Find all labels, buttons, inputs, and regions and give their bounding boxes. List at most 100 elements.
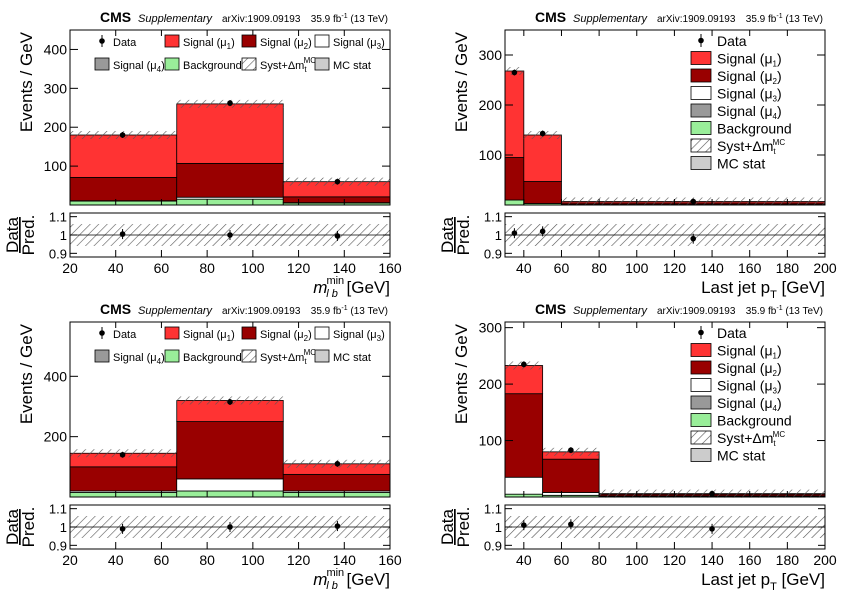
legend-label: MC stat: [333, 352, 371, 364]
legend-symbol: [691, 52, 711, 65]
xtick-label: 180: [776, 552, 800, 568]
data-point: [690, 199, 696, 205]
y-axis-label: Events / GeV: [452, 31, 471, 132]
stack-bar: [505, 394, 543, 478]
legend-label: Background: [183, 60, 242, 72]
legend-symbol: [315, 350, 329, 362]
legend-label: Signal (μ1): [717, 343, 782, 361]
legend-symbol: [691, 414, 711, 427]
stack-bar: [505, 71, 524, 158]
legend-label: Signal (μ3): [333, 37, 385, 51]
ratio-point: [120, 231, 126, 237]
legend-label: Signal (μ3): [717, 86, 782, 104]
data-point: [335, 461, 341, 467]
x-axis-label: Last jet pT [GeV]: [701, 278, 825, 301]
ratio-point: [512, 230, 518, 236]
ratio-point: [540, 229, 546, 235]
legend-symbol: [99, 330, 105, 336]
cms-label: CMS: [535, 9, 566, 25]
lumi-label: 35.9 fb-1 (13 TeV): [311, 305, 388, 317]
legend-symbol: [698, 330, 704, 336]
ratio-point: [227, 232, 233, 238]
stack-bar: [177, 479, 284, 491]
stack-bar: [177, 491, 284, 497]
lumi-label: 35.9 fb-1 (13 TeV): [311, 13, 388, 25]
ytick-label: 200: [479, 376, 503, 392]
data-point: [120, 452, 126, 458]
legend-symbol: [165, 35, 179, 47]
legend-label: Background: [183, 352, 242, 364]
ratio-label-bottom: Pred.: [19, 215, 38, 256]
legend-label: MC stat: [717, 448, 765, 464]
xtick-label: 160: [738, 552, 762, 568]
supplementary-label: Supplementary: [573, 13, 648, 25]
stack-bar: [505, 365, 543, 393]
legend-label: MC stat: [717, 156, 765, 172]
supplementary-label: Supplementary: [138, 13, 213, 25]
ratio-ytick-label: 1.1: [484, 502, 502, 517]
xtick-label: 100: [241, 552, 265, 568]
xtick-label: 100: [625, 260, 649, 276]
xtick-label: 80: [199, 552, 215, 568]
legend-symbol: [242, 350, 256, 362]
legend-symbol: [691, 122, 711, 135]
arxiv-label: arXiv:1909.09193: [657, 306, 736, 317]
xtick-label: 120: [663, 260, 687, 276]
legend-label: Background: [717, 121, 792, 137]
legend-symbol: [691, 104, 711, 117]
legend-symbol: [691, 69, 711, 82]
ratio-ytick-label: 1: [60, 228, 67, 243]
legend-label: Signal (μ1): [183, 329, 235, 343]
legend-label: Signal (μ3): [333, 329, 385, 343]
ratio-label-bottom: Pred.: [454, 215, 473, 256]
xtick-label: 80: [199, 260, 215, 276]
xtick-label: 160: [378, 260, 402, 276]
supplementary-label: Supplementary: [138, 305, 213, 317]
xtick-label: 60: [554, 260, 570, 276]
legend-label: Signal (μ2): [717, 360, 782, 378]
ratio-point: [521, 522, 527, 528]
cms-label: CMS: [100, 301, 131, 317]
xtick-label: 60: [154, 552, 170, 568]
ratio-point: [227, 524, 233, 530]
legend-symbol: [242, 327, 256, 339]
xtick-label: 60: [554, 552, 570, 568]
stack-bar: [543, 459, 599, 492]
stack-bar: [505, 200, 524, 205]
xtick-label: 20: [62, 260, 78, 276]
legend-label: Signal (μ2): [260, 37, 312, 51]
lumi-label: 35.9 fb-1 (13 TeV): [746, 305, 823, 317]
data-point: [540, 131, 546, 137]
xtick-label: 140: [700, 552, 724, 568]
ratio-label-bottom: Pred.: [454, 507, 473, 548]
legend-label: Syst+ΔmtMC: [717, 138, 785, 156]
arxiv-label: arXiv:1909.09193: [222, 306, 301, 317]
stack-bar: [283, 474, 390, 491]
data-point: [227, 100, 233, 106]
stack-bar: [177, 199, 284, 205]
xtick-label: 200: [813, 260, 837, 276]
stack-bar: [70, 201, 177, 205]
ytick-label: 300: [479, 320, 503, 336]
ratio-ytick-label: 0.9: [484, 538, 502, 553]
xtick-label: 40: [516, 552, 532, 568]
legend-symbol: [698, 38, 704, 44]
legend-label: Signal (μ1): [183, 37, 235, 51]
stack-bar: [505, 158, 524, 201]
supplementary-label: Supplementary: [573, 305, 648, 317]
legend-symbol: [315, 58, 329, 70]
ratio-ytick-label: 1.1: [49, 502, 67, 517]
xtick-label: 140: [700, 260, 724, 276]
ratio-ytick-label: 1: [495, 520, 502, 535]
ytick-label: 200: [44, 429, 68, 445]
ytick-label: 300: [44, 80, 68, 96]
ytick-label: 200: [479, 97, 503, 113]
x-axis-label: Last jet pT [GeV]: [701, 570, 825, 593]
y-axis-label: Events / GeV: [452, 323, 471, 424]
